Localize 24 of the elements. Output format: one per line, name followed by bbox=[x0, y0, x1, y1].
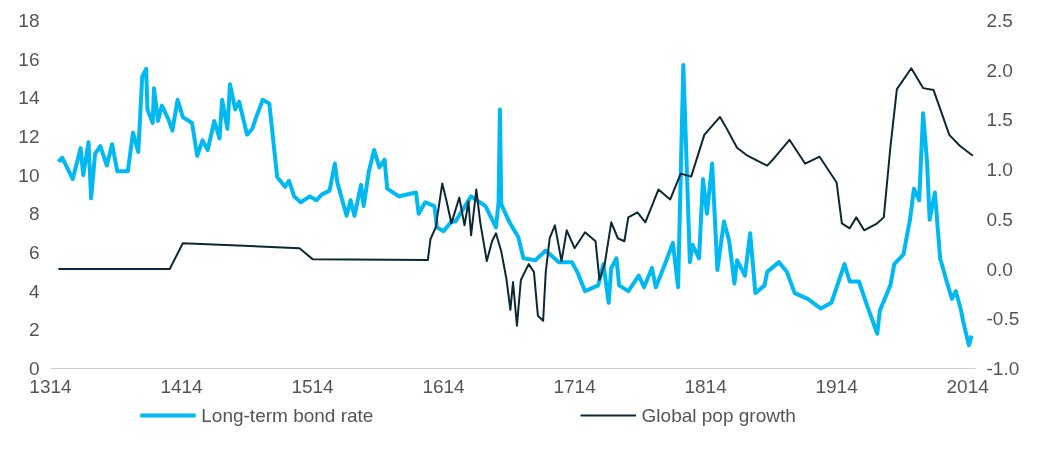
legend-label: Global pop growth bbox=[641, 405, 796, 426]
y-tick-label: 10 bbox=[18, 164, 40, 186]
y2-tick-label: 1.5 bbox=[986, 109, 1013, 131]
y-tick-label: 8 bbox=[28, 203, 40, 225]
x-tick-label: 1814 bbox=[684, 375, 728, 397]
y-tick-label: 6 bbox=[28, 242, 40, 263]
x-tick-label: 1614 bbox=[422, 375, 466, 397]
y-tick-label: 16 bbox=[18, 48, 40, 70]
y2-tick-label: -0.5 bbox=[986, 308, 1020, 330]
y-tick-label: 14 bbox=[18, 87, 40, 109]
y-tick-label: 4 bbox=[28, 280, 40, 302]
y2-tick-label: 2.0 bbox=[986, 59, 1013, 81]
y-tick-label: 18 bbox=[18, 10, 40, 31]
legend-label: Long-term bond rate bbox=[201, 405, 374, 426]
x-tick-label: 1714 bbox=[553, 375, 597, 397]
y2-tick-label: 0.0 bbox=[986, 258, 1013, 280]
y-tick-label: 12 bbox=[18, 126, 40, 147]
y2-tick-label: 0.5 bbox=[986, 208, 1013, 230]
x-tick-label: 1514 bbox=[291, 375, 335, 397]
y-tick-label: 2 bbox=[28, 319, 40, 341]
x-tick-label: 1914 bbox=[815, 375, 859, 397]
y2-tick-label: 1.0 bbox=[986, 159, 1013, 181]
x-tick-label: 1414 bbox=[160, 375, 204, 397]
y2-tick-label: 2.5 bbox=[986, 10, 1013, 31]
